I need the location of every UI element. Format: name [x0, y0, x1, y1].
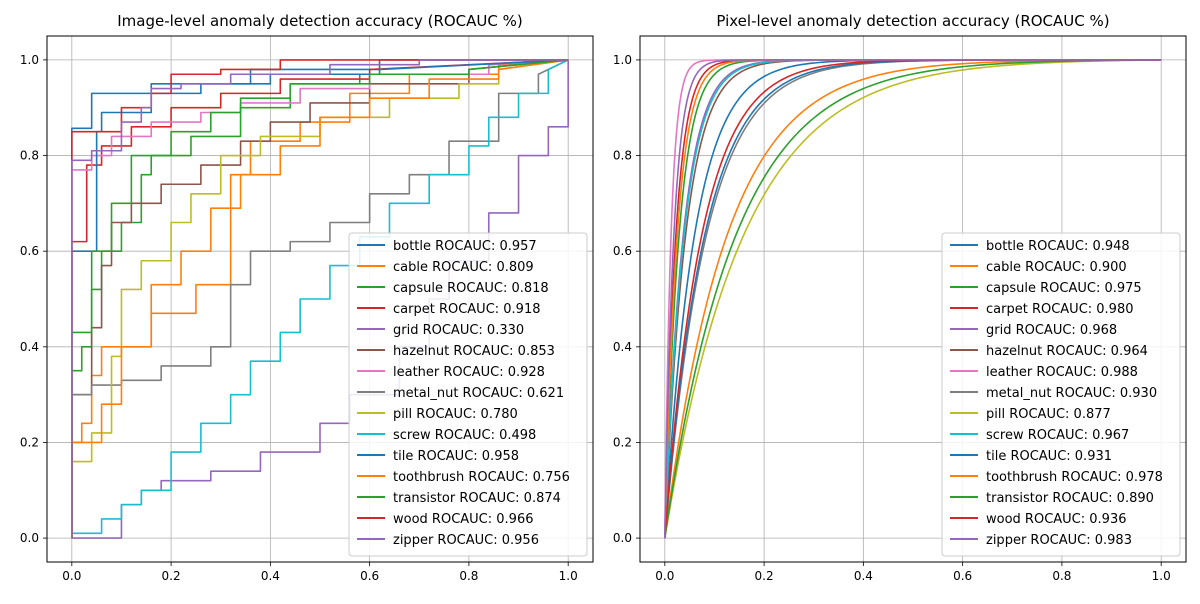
- legend-entry: cable ROCAUC: 0.900: [986, 260, 1127, 275]
- x-tick-label: 0.6: [360, 569, 379, 583]
- legend-entry: carpet ROCAUC: 0.980: [986, 302, 1134, 317]
- series-line-2: [664, 59, 1162, 539]
- y-tick-label: 1.0: [20, 53, 39, 67]
- legend: bottle ROCAUC: 0.957 cable ROCAUC: 0.809 c…: [348, 232, 588, 557]
- legend-entry: grid ROCAUC: 0.968: [986, 323, 1117, 338]
- x-tick-label: 0.4: [854, 569, 873, 583]
- legend: bottle ROCAUC: 0.948 cable ROCAUC: 0.900 c…: [941, 232, 1181, 557]
- y-tick-label: 0.8: [20, 149, 39, 163]
- series-line-4: [71, 59, 569, 539]
- y-tick-label: 0.4: [613, 340, 632, 354]
- legend-entry: screw ROCAUC: 0.498: [393, 428, 536, 443]
- y-tick-label: 0.0: [613, 531, 632, 545]
- series-line-13: [664, 59, 1162, 539]
- legend-entry: leather ROCAUC: 0.928: [393, 365, 545, 380]
- legend-entry: zipper ROCAUC: 0.956: [393, 533, 539, 548]
- chart-title: Pixel-level anomaly detection accuracy (…: [716, 12, 1109, 30]
- legend-entry: toothbrush ROCAUC: 0.756: [393, 470, 570, 485]
- x-tick-label: 0.2: [755, 569, 774, 583]
- legend-entry: tile ROCAUC: 0.958: [393, 449, 519, 464]
- x-tick-label: 0.0: [62, 569, 81, 583]
- legend-entry: pill ROCAUC: 0.780: [393, 407, 518, 422]
- x-tick-label: 1.0: [1152, 569, 1171, 583]
- legend-entry: zipper ROCAUC: 0.983: [986, 533, 1132, 548]
- series-line-12: [71, 59, 569, 539]
- legend-entry: toothbrush ROCAUC: 0.978: [986, 470, 1163, 485]
- legend-entry: transistor ROCAUC: 0.890: [986, 491, 1154, 506]
- legend-box: [348, 232, 588, 557]
- series-line-9: [664, 59, 1162, 539]
- y-tick-label: 0.2: [613, 435, 632, 449]
- y-tick-label: 0.4: [20, 340, 39, 354]
- x-tick-label: 1.0: [559, 569, 578, 583]
- legend-entry: carpet ROCAUC: 0.918: [393, 302, 541, 317]
- x-tick-label: 0.6: [953, 569, 972, 583]
- legend-entry: hazelnut ROCAUC: 0.853: [393, 344, 555, 359]
- legend-entry: pill ROCAUC: 0.877: [986, 407, 1111, 422]
- legend-entry: wood ROCAUC: 0.966: [393, 512, 533, 527]
- plot-frame: [46, 35, 594, 563]
- legend-entry: leather ROCAUC: 0.988: [986, 365, 1138, 380]
- chart-panel-1: Image-level anomaly detection accuracy (…: [20, 12, 594, 583]
- legend-entry: capsule ROCAUC: 0.818: [393, 281, 549, 296]
- series-line-13: [71, 59, 569, 539]
- y-tick-label: 0.0: [20, 531, 39, 545]
- chart-panel-2: Pixel-level anomaly detection accuracy (…: [613, 12, 1187, 583]
- legend-entry: capsule ROCAUC: 0.975: [986, 281, 1142, 296]
- series-line-9: [71, 59, 569, 539]
- series-line-15: [71, 59, 569, 539]
- series-line-10: [71, 59, 569, 539]
- chart-title: Image-level anomaly detection accuracy (…: [117, 12, 523, 30]
- x-tick-label: 0.4: [261, 569, 280, 583]
- y-tick-label: 0.6: [20, 244, 39, 258]
- y-tick-label: 0.8: [613, 149, 632, 163]
- legend-entry: cable ROCAUC: 0.809: [393, 260, 534, 275]
- legend-entry: tile ROCAUC: 0.931: [986, 449, 1112, 464]
- series-line-15: [664, 59, 1162, 539]
- series-line-1: [71, 59, 569, 539]
- legend-entry: transistor ROCAUC: 0.874: [393, 491, 561, 506]
- x-tick-label: 0.8: [459, 569, 478, 583]
- y-tick-label: 0.6: [613, 244, 632, 258]
- y-tick-label: 0.2: [20, 435, 39, 449]
- y-tick-label: 1.0: [613, 53, 632, 67]
- legend-entry: metal_nut ROCAUC: 0.621: [393, 386, 564, 401]
- x-tick-label: 0.2: [162, 569, 181, 583]
- legend-entry: grid ROCAUC: 0.330: [393, 323, 524, 338]
- legend-box: [941, 232, 1181, 557]
- legend-entry: wood ROCAUC: 0.936: [986, 512, 1126, 527]
- legend-entry: metal_nut ROCAUC: 0.930: [986, 386, 1157, 401]
- legend-entry: hazelnut ROCAUC: 0.964: [986, 344, 1148, 359]
- plot-frame: [639, 35, 1187, 563]
- legend-entry: bottle ROCAUC: 0.948: [986, 239, 1130, 254]
- x-tick-label: 0.8: [1052, 569, 1071, 583]
- x-tick-label: 0.0: [655, 569, 674, 583]
- legend-entry: bottle ROCAUC: 0.957: [393, 239, 537, 254]
- legend-entry: screw ROCAUC: 0.967: [986, 428, 1129, 443]
